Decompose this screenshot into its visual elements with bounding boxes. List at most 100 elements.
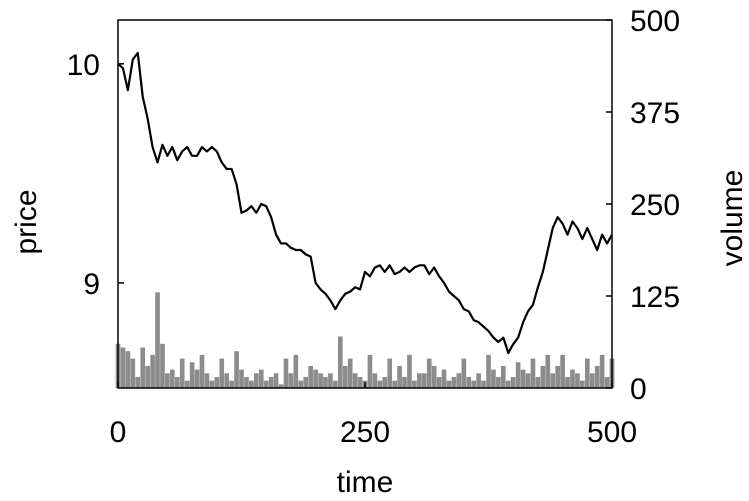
volume-bar [145,365,150,388]
left-axis-label: price [10,189,43,254]
volume-bar [589,373,595,388]
left-tick-label: 10 [67,49,100,82]
volume-bar [496,376,501,388]
right-tick-label: 500 [630,5,680,38]
right-tick-label: 0 [630,373,647,406]
volume-bar [570,369,575,388]
volume-bar [278,384,284,388]
volume-bar [219,358,225,388]
volume-bar [471,380,477,388]
volume-bar [293,354,299,388]
volume-bar [412,380,417,388]
volume-bar [604,376,610,388]
right-axis-label: volume [716,170,749,267]
volume-bar [431,365,437,388]
volume-bar [204,373,210,388]
volume-bar [510,376,516,388]
volume-bar [328,373,333,388]
volume-bar [199,354,205,388]
volume-bar [244,376,249,388]
volume-bar [263,380,269,388]
x-tick-label: 500 [587,416,637,449]
volume-bar [377,380,383,388]
volume-bar [392,380,397,388]
volume-bar [160,343,165,388]
volume-bar [555,365,560,388]
volume-bar [584,358,590,388]
volume-bar [486,354,491,388]
volume-bar [194,369,200,388]
volume-bar [461,358,467,388]
right-tick-label: 250 [630,189,680,222]
volume-bar [229,380,234,388]
right-tick-label: 125 [630,281,680,314]
volume-bar [184,380,190,388]
volume-bar [254,373,259,388]
volume-bar [580,380,585,388]
volume-bar [318,373,323,388]
volume-bar [323,376,328,388]
volume-bar [214,376,220,388]
right-axis-ticks: 0 125 250 375 500 [606,5,680,406]
plot-area-frame [117,19,613,389]
volume-bar [560,354,565,388]
volume-bar [476,373,481,388]
volume-bar [446,380,452,388]
x-tick-label: 250 [340,416,390,449]
volume-bar [189,362,195,388]
volume-bar [174,376,180,388]
volume-bar [515,362,521,388]
volume-bar [165,373,170,388]
volume-bar [397,365,402,388]
volume-bar [436,376,442,388]
volume-bar [505,380,511,388]
volume-bar [308,365,313,388]
volume-bar [135,376,141,388]
volume-bar [466,376,472,388]
volume-bar [303,376,309,388]
volume-bar [530,358,536,388]
right-tick-label: 375 [630,97,680,130]
volume-bar [441,369,447,388]
volume-bar [599,354,605,388]
volume-bar [239,369,244,388]
x-tick-label: 0 [110,416,127,449]
volume-bar [525,373,531,388]
volume-bar [575,373,580,388]
volume-bar [150,354,155,388]
volume-bar [313,369,318,388]
volume-bar [273,373,279,388]
volume-bar [426,358,432,388]
volume-bar [283,358,289,388]
volume-bar [288,373,294,388]
volume-bars [115,292,615,388]
volume-bar [402,376,407,388]
volume-bar [357,376,363,388]
volume-bar [268,376,274,388]
x-axis-ticks: 0 250 500 [110,382,637,449]
volume-bar [342,365,348,388]
volume-bar [234,351,239,388]
volume-bar [125,351,131,388]
volume-bar [520,369,526,388]
volume-bar [417,373,422,388]
price-series-line [117,51,613,355]
volume-bar [249,380,254,388]
volume-bar [451,376,457,388]
volume-bar [367,354,373,388]
volume-bar [382,376,388,388]
volume-bar [347,358,353,388]
left-axis-ticks: 9 10 [67,49,124,301]
volume-bar [456,373,462,388]
volume-bar [535,376,541,388]
volume-bar [155,292,160,388]
volume-bar [481,380,486,388]
volume-bar [337,336,343,388]
volume-bar [120,347,126,388]
volume-bar [352,373,358,388]
x-axis-label: time [337,466,394,499]
volume-bar [550,373,556,388]
volume-bar [387,358,393,388]
volume-bar [258,369,264,388]
